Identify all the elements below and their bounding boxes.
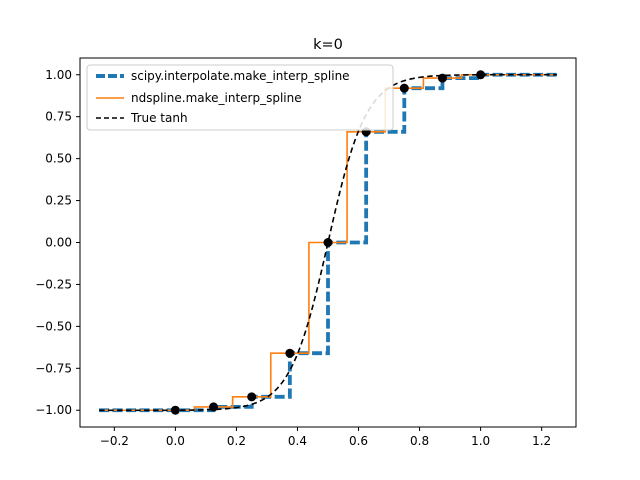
x-tick-label: 0.8: [410, 434, 429, 448]
x-tick-label: 1.2: [532, 434, 551, 448]
x-tick-label: 1.0: [471, 434, 490, 448]
y-tick-label: −0.75: [35, 361, 72, 375]
x-tick-label: −0.2: [100, 434, 129, 448]
x-axis: −0.2 0.0 0.2 0.4 0.6 0.8 1.0 1.2: [100, 427, 551, 448]
legend-box: [86, 64, 394, 131]
y-tick-label: −0.50: [35, 319, 72, 333]
series-layer: [99, 70, 557, 415]
y-tick-label: 0.75: [45, 110, 72, 124]
x-tick-label: 0.2: [227, 434, 246, 448]
x-tick-label: 0.4: [288, 434, 307, 448]
data-point-marker: [209, 402, 219, 412]
y-tick-label: 0.00: [45, 236, 72, 250]
x-tick-label: 0.0: [166, 434, 185, 448]
y-tick-label: −0.25: [35, 277, 72, 291]
data-point-marker: [476, 70, 486, 80]
y-tick-label: 1.00: [45, 68, 72, 82]
y-tick-label: −1.00: [35, 403, 72, 417]
legend-label-true-tanh: True tanh: [130, 111, 188, 125]
data-point-marker: [285, 348, 295, 358]
x-tick-label: 0.6: [349, 434, 368, 448]
y-tick-label: 0.50: [45, 152, 72, 166]
y-tick-label: 0.25: [45, 194, 72, 208]
legend-label-ndspline: ndspline.make_interp_spline: [131, 91, 302, 105]
data-point-marker: [323, 238, 333, 247]
legend-label-scipy: scipy.interpolate.make_interp_spline: [131, 69, 350, 83]
y-axis: −1.00 −0.75 −0.50 −0.25 0.00 0.25 0.50 0.75 1.00: [35, 68, 80, 417]
data-point-marker: [170, 405, 180, 415]
legend: scipy.interpolate.make_interp_spline nds…: [86, 64, 394, 131]
data-point-marker: [437, 73, 447, 83]
data-point-marker: [399, 83, 409, 93]
data-point-marker: [247, 392, 257, 402]
chart-title: k=0: [313, 37, 343, 53]
